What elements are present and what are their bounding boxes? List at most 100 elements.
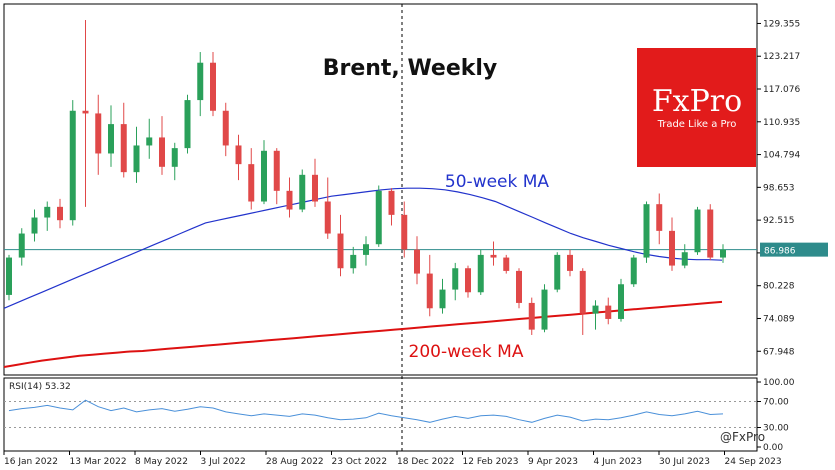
candle	[31, 209, 38, 242]
candle	[184, 94, 191, 154]
candle-body	[248, 164, 255, 202]
candle-body	[694, 209, 701, 253]
candle-body	[82, 110, 89, 114]
price-tick-label: 117.076	[763, 85, 800, 95]
rsi-series	[4, 399, 757, 428]
candle	[388, 188, 395, 226]
candle-body	[159, 137, 165, 167]
candle	[69, 100, 76, 226]
candle-body	[324, 201, 331, 234]
candle	[210, 52, 216, 117]
rsi-tick-label: 30.00	[763, 424, 789, 434]
candle	[656, 193, 663, 245]
candle-body	[273, 150, 280, 191]
candle	[439, 278, 446, 314]
candle-body	[222, 110, 229, 146]
candle-body	[528, 302, 535, 330]
candle	[554, 252, 561, 293]
price-panel-frame	[3, 3, 758, 376]
current-price-badge	[760, 242, 828, 257]
candle-body	[630, 257, 637, 285]
candle-body	[554, 254, 561, 290]
candle	[541, 284, 548, 333]
rsi-line	[8, 399, 724, 423]
candle	[375, 185, 382, 247]
candle	[44, 201, 51, 231]
logo-tagline: Trade Like a Pro	[657, 119, 737, 130]
candle	[82, 20, 89, 207]
date-tick-label: 18 Dec 2022	[397, 457, 455, 467]
candle	[363, 236, 369, 266]
candle-body	[388, 190, 395, 215]
price-tick-label: 110.935	[763, 118, 800, 128]
candle	[273, 148, 280, 205]
candle	[235, 134, 242, 181]
candle-body	[541, 289, 548, 330]
candle-body	[567, 254, 573, 271]
candle-body	[286, 190, 293, 210]
candle	[95, 94, 102, 175]
candle	[146, 118, 153, 159]
candle	[120, 102, 127, 178]
candle-body	[720, 249, 726, 258]
candle-body	[95, 113, 102, 154]
candle-body	[299, 174, 306, 210]
candle-body	[592, 305, 599, 314]
rsi-panel-frame	[3, 377, 758, 452]
candle-body	[197, 62, 204, 101]
rsi-tick-label: 0.00	[763, 443, 783, 453]
candle-body	[681, 252, 688, 266]
ma50-label: 50-week MA	[445, 172, 550, 192]
candle	[18, 228, 25, 266]
ma200-series	[3, 300, 723, 368]
date-tick-label: 16 Jan 2022	[4, 457, 58, 467]
candle-body	[108, 124, 114, 154]
candle-body	[477, 254, 484, 293]
date-tick-label: 9 Apr 2023	[528, 457, 578, 467]
candle-body	[363, 244, 369, 255]
candle	[643, 201, 650, 263]
candle-body	[401, 214, 408, 250]
candle	[286, 177, 293, 218]
candle	[248, 148, 255, 210]
candle-body	[120, 124, 127, 173]
candle-body	[210, 62, 216, 111]
candle	[6, 254, 12, 301]
candles	[6, 20, 726, 335]
candle	[490, 241, 497, 266]
candle	[261, 140, 267, 205]
date-tick-label: 30 Jul 2023	[659, 457, 710, 467]
candle	[681, 244, 688, 269]
date-tick-label: 13 Mar 2022	[70, 457, 127, 467]
candle-body	[643, 204, 650, 258]
candle	[592, 300, 599, 330]
candle	[133, 126, 140, 183]
logo-background	[637, 48, 756, 167]
candle-body	[656, 204, 663, 231]
date-tick-label: 3 Jul 2022	[201, 457, 246, 467]
rsi-label: RSI(14) 53.32	[9, 382, 71, 392]
price-tick-label: 104.794	[763, 151, 800, 161]
date-tick-label: 28 Aug 2022	[266, 457, 324, 467]
candle-body	[490, 254, 497, 258]
candle	[605, 297, 612, 325]
current-price-tag: 86.986	[760, 242, 828, 257]
candle-body	[669, 230, 675, 266]
candle	[567, 249, 573, 277]
candle-body	[350, 254, 357, 269]
price-tick-label: 67.948	[763, 347, 795, 357]
ma50-line	[3, 187, 723, 309]
candle	[171, 142, 178, 181]
fxpro-logo: FxPro Trade Like a Pro	[637, 48, 756, 167]
ma200-line	[3, 300, 723, 368]
candle	[159, 116, 165, 175]
logo-brand: FxPro	[652, 84, 742, 119]
candle	[579, 268, 586, 335]
candle	[299, 169, 306, 213]
candle	[57, 198, 63, 229]
candle	[630, 254, 637, 287]
candle-body	[439, 289, 446, 309]
candle	[694, 206, 701, 255]
current-price-value: 86.986	[764, 247, 796, 257]
